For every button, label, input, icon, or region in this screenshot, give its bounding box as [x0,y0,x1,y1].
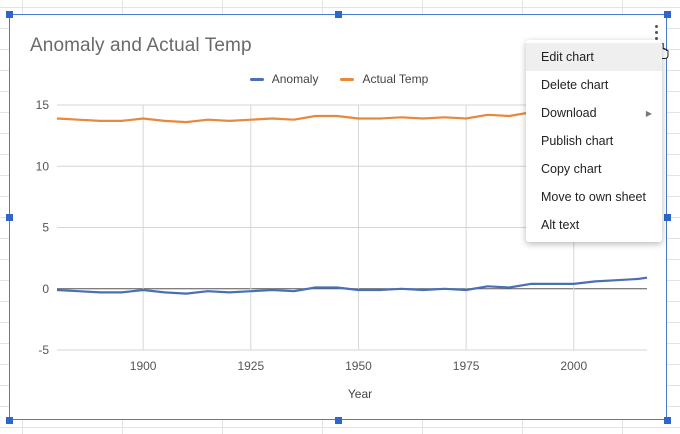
resize-handle-middle-left[interactable] [6,214,13,221]
menu-item-download[interactable]: Download ▶ [526,99,662,127]
menu-item-label: Download [541,106,597,120]
menu-item-copy-chart[interactable]: Copy chart [526,155,662,183]
menu-item-move-to-own-sheet[interactable]: Move to own sheet [526,183,662,211]
menu-item-label: Publish chart [541,134,614,148]
legend-item-anomaly[interactable]: Anomaly [249,71,319,87]
y-tick-label: 5 [42,221,49,235]
chart-legend: Anomaly Actual Temp [10,71,668,87]
x-tick-label: 1925 [237,359,264,373]
menu-item-label: Copy chart [541,162,602,176]
chart-title: Anomaly and Actual Temp [30,35,252,56]
menu-item-label: Edit chart [541,50,594,64]
resize-handle-top-left[interactable] [6,11,13,18]
x-tick-label: 2000 [560,359,587,373]
y-tick-label: -5 [38,343,49,357]
resize-handle-bottom-center[interactable] [335,417,342,424]
legend-swatch-anomaly [249,77,264,81]
more-options-icon[interactable] [650,21,662,43]
x-axis-title: Year [348,387,372,401]
x-tick-label: 1950 [345,359,372,373]
menu-item-publish-chart[interactable]: Publish chart [526,127,662,155]
legend-label-anomaly: Anomaly [271,72,319,86]
legend-item-actual-temp[interactable]: Actual Temp [340,71,428,87]
legend-swatch-actual-temp [340,77,355,81]
chart-context-menu: Edit chart Delete chart Download ▶ Publi… [526,40,662,242]
legend-label-actual-temp: Actual Temp [362,72,429,86]
series-line-anomaly [56,276,648,295]
menu-item-edit-chart[interactable]: Edit chart [526,43,662,71]
y-tick-label: 15 [36,98,50,112]
resize-handle-top-right[interactable] [664,11,671,18]
resize-handle-top-center[interactable] [335,11,342,18]
resize-handle-middle-right[interactable] [664,214,671,221]
menu-item-alt-text[interactable]: Alt text [526,211,662,239]
resize-handle-bottom-left[interactable] [6,417,13,424]
y-tick-label: 0 [42,282,49,296]
submenu-arrow-icon: ▶ [645,108,652,118]
x-tick-label: 1975 [453,359,480,373]
x-tick-label: 1900 [130,359,157,373]
menu-item-delete-chart[interactable]: Delete chart [526,71,662,99]
menu-item-label: Alt text [541,218,580,232]
y-tick-label: 10 [36,159,50,173]
menu-item-label: Delete chart [541,78,609,92]
menu-item-label: Move to own sheet [541,190,646,204]
resize-handle-bottom-right[interactable] [664,417,671,424]
